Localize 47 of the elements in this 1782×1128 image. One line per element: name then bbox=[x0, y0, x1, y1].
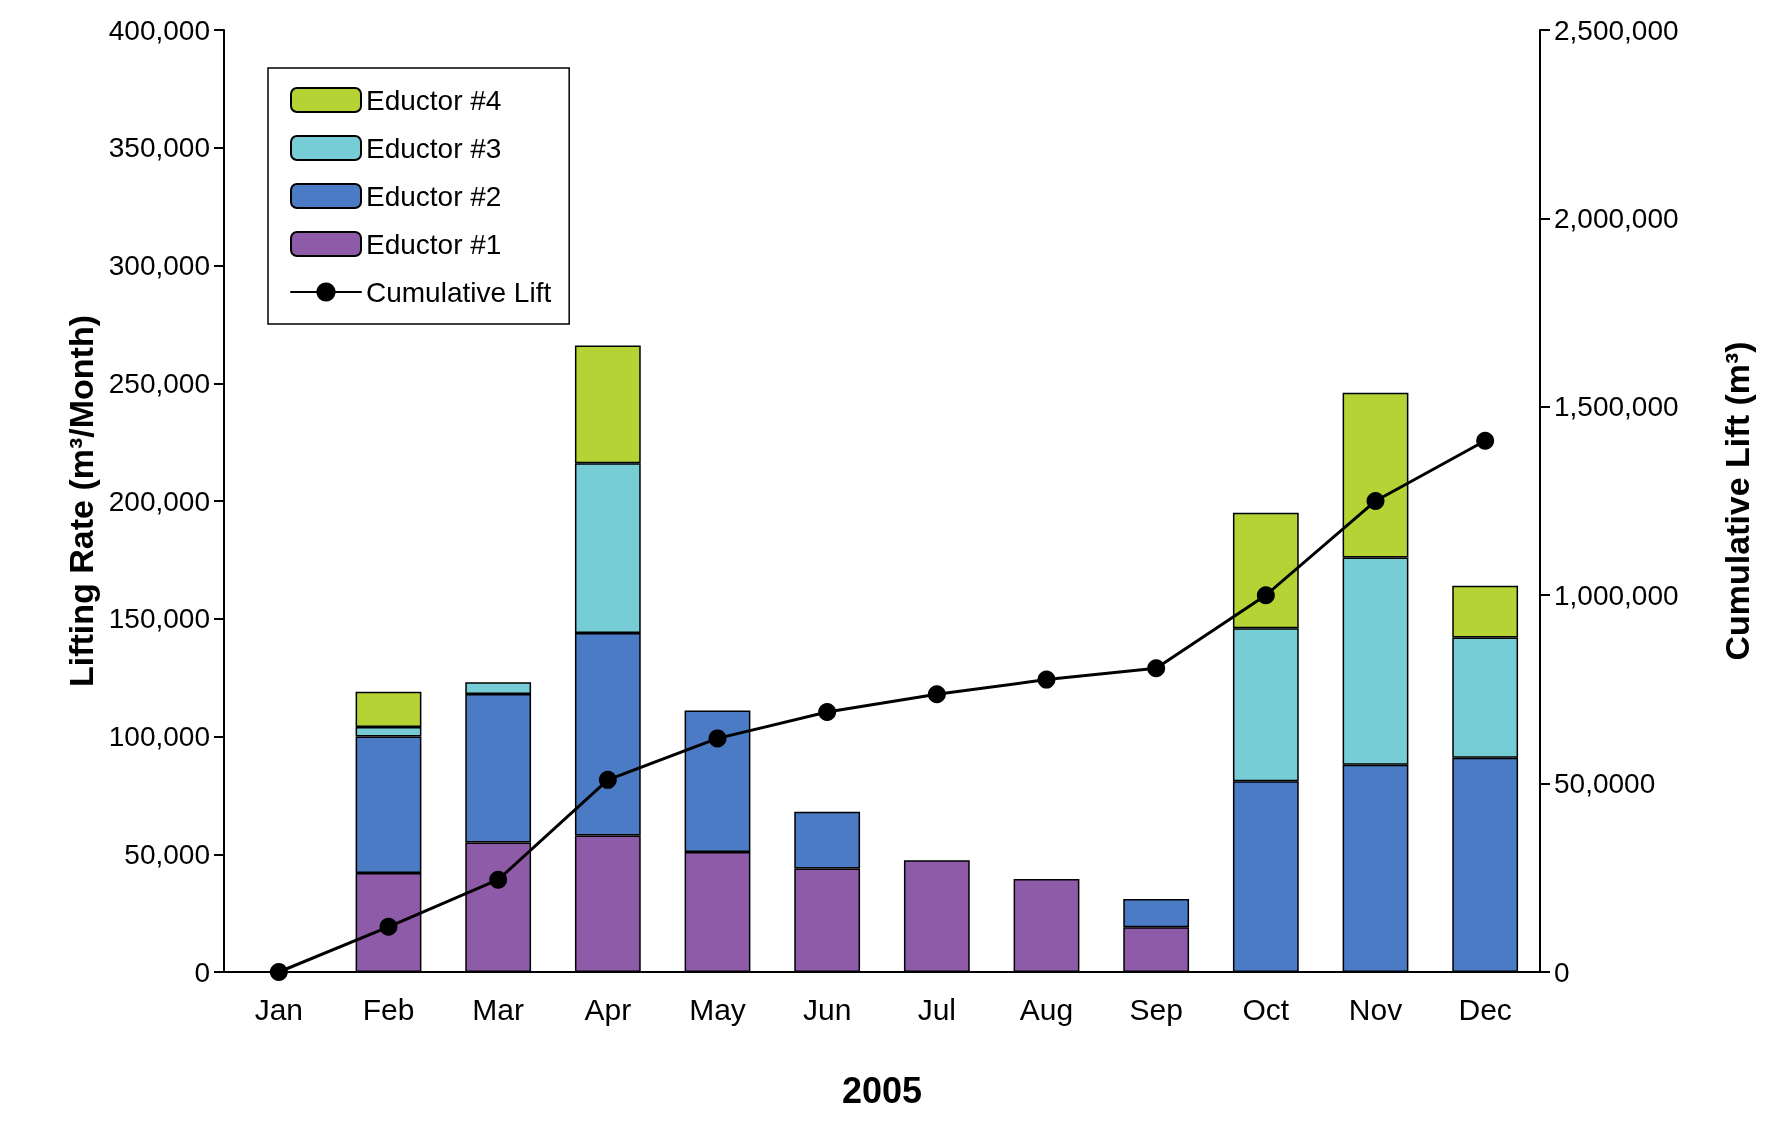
legend-label: Eductor #2 bbox=[366, 180, 502, 212]
point bbox=[269, 963, 288, 981]
point bbox=[489, 870, 508, 889]
point bbox=[1366, 492, 1385, 510]
x-tick-label: Aug bbox=[1019, 992, 1074, 1026]
y-tick-label: 50,000 bbox=[124, 838, 210, 870]
x-tick-label: May bbox=[689, 992, 746, 1026]
y-tick-label: 250,000 bbox=[108, 367, 210, 399]
legend-label: Eductor #3 bbox=[366, 132, 502, 164]
point bbox=[927, 685, 946, 704]
y-tick-label: 400,000 bbox=[108, 14, 210, 46]
point bbox=[379, 917, 398, 936]
x-tick-label: Jan bbox=[254, 992, 304, 1026]
y2-tick-label: 2,000,000 bbox=[1554, 202, 1679, 234]
point bbox=[818, 703, 837, 721]
point bbox=[708, 729, 727, 748]
y2-tick-label: 2,500,000 bbox=[1554, 14, 1679, 46]
point bbox=[1476, 431, 1495, 450]
y2-tick-label: 0 bbox=[1554, 956, 1570, 988]
legend-label: Eductor #4 bbox=[366, 84, 502, 116]
y2-tick-label: 1,500,000 bbox=[1554, 391, 1679, 423]
point bbox=[598, 770, 617, 789]
x-tick-label: Feb bbox=[362, 992, 415, 1026]
x-tick-label: Nov bbox=[1348, 992, 1403, 1026]
point bbox=[1037, 670, 1056, 689]
y-tick-label: 150,000 bbox=[108, 603, 210, 635]
y-tick-label: 100,000 bbox=[108, 721, 210, 752]
y2-axis-title: Cumulative Lift (m³) bbox=[1718, 341, 1756, 661]
x-axis-title: 2005 bbox=[841, 1069, 923, 1111]
y-tick-label: 350,000 bbox=[108, 132, 210, 164]
legend-label: Cumulative Lift bbox=[366, 276, 552, 308]
y-axis-title: Lifting Rate (m³/Month) bbox=[61, 314, 100, 688]
x-tick-label: Jun bbox=[802, 992, 852, 1026]
x-tick-label: Mar bbox=[472, 992, 525, 1026]
x-tick-label: Jul bbox=[917, 992, 957, 1026]
point bbox=[1147, 659, 1166, 678]
legend-label: Eductor #1 bbox=[366, 228, 502, 260]
x-tick-label: Dec bbox=[1458, 992, 1512, 1026]
x-tick-label: Oct bbox=[1242, 992, 1290, 1026]
point bbox=[1256, 586, 1275, 605]
x-tick-label: Sep bbox=[1129, 992, 1183, 1026]
y-tick-label: 200,000 bbox=[108, 485, 210, 517]
y-tick-label: 0 bbox=[194, 956, 210, 988]
y-tick-label: 300,000 bbox=[108, 250, 210, 281]
x-tick-label: Apr bbox=[584, 992, 632, 1026]
y2-tick-label: 1,000,000 bbox=[1554, 579, 1679, 611]
y2-tick-label: 50,0000 bbox=[1554, 768, 1656, 800]
